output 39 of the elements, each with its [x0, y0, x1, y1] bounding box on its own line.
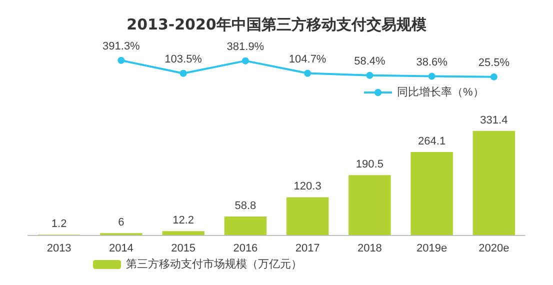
point: [366, 72, 374, 79]
chart-title: 2013-2020年中国第三方移动支付交易规模: [126, 16, 428, 34]
point: [242, 57, 249, 64]
data-label: 104.7%: [288, 53, 326, 66]
data-label: 58.4%: [354, 55, 386, 68]
data-label: 103.5%: [164, 53, 202, 66]
x-tick-label: 2015: [171, 242, 196, 254]
data-label: 120.3: [294, 180, 322, 193]
x-tick-label: 2017: [295, 242, 320, 254]
data-label: 58.8: [234, 200, 256, 212]
data-label: 331.4: [480, 114, 508, 126]
legend-label: 第三方移动支付市场规模（万亿元）: [126, 258, 302, 270]
data-label: 38.6%: [416, 56, 448, 68]
point: [428, 72, 436, 80]
point: [180, 70, 187, 77]
bar: [286, 197, 329, 235]
bar: [224, 216, 267, 235]
data-label: 381.9%: [226, 40, 264, 53]
x-tick-label: 2016: [233, 242, 258, 254]
data-label: 264.1: [418, 135, 446, 148]
x-tick-label: 2014: [108, 242, 134, 254]
data-label: 6: [118, 216, 124, 229]
point: [304, 70, 312, 77]
x-tick-label: 2018: [357, 242, 382, 254]
x-tick-label: 2020e: [478, 242, 510, 254]
data-label: 1.2: [51, 218, 67, 230]
bar: [348, 175, 391, 235]
x-tick-label: 2019e: [416, 242, 448, 254]
bar: [410, 152, 453, 235]
data-label: 391.3%: [102, 40, 140, 52]
bar: [472, 130, 516, 235]
point: [118, 56, 125, 64]
x-tick-label: 2013: [46, 242, 72, 254]
point: [490, 73, 498, 80]
data-label: 12.2: [172, 214, 194, 227]
data-label: 190.5: [356, 158, 384, 171]
bar: [162, 231, 204, 235]
data-label: 25.5%: [478, 56, 510, 69]
legend-label: 同比增长率（%）: [397, 86, 484, 98]
